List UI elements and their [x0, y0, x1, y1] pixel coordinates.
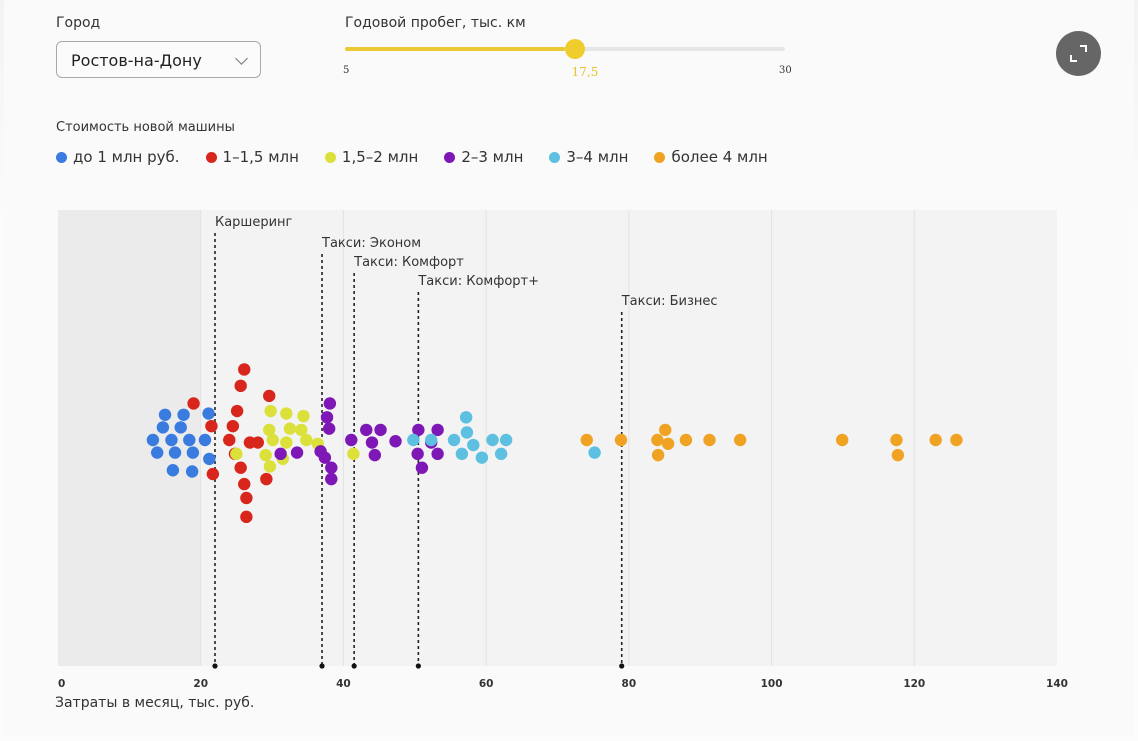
legend-label: до 1 млн руб.: [73, 148, 180, 166]
legend-item-2-3m[interactable]: 2–3 млн: [444, 148, 523, 166]
legend-title: Стоимость новой машины: [56, 120, 235, 135]
chevron-down-icon: [235, 52, 248, 65]
legend-item-1.5-2m[interactable]: 1,5–2 млн: [324, 148, 419, 166]
legend-label: 3–4 млн: [566, 148, 629, 166]
legend-label: 1–1,5 млн: [222, 148, 299, 166]
legend-dot-icon: [205, 151, 217, 163]
legend-item-1-1.5m[interactable]: 1–1,5 млн: [205, 148, 299, 166]
legend-item-under-1m[interactable]: до 1 млн руб.: [56, 148, 180, 166]
fullscreen-button[interactable]: [1056, 31, 1101, 76]
slider-min-label: 5: [343, 65, 350, 76]
legend-dot-icon: [549, 151, 561, 163]
legend-dot-icon: [56, 151, 67, 163]
expand-icon: [1070, 45, 1087, 62]
legend-dot-icon: [654, 151, 666, 163]
legend-label: 1,5–2 млн: [341, 148, 419, 166]
legend-dot-icon: [444, 151, 456, 163]
slider-fill: [345, 47, 565, 51]
legend-dot-icon: [324, 151, 336, 163]
slider-thumb[interactable]: [565, 39, 585, 59]
city-dropdown[interactable]: Ростов-на-Дону: [56, 41, 261, 78]
city-dropdown-value: Ростов-на-Дону: [71, 51, 202, 70]
page-background: [4, 0, 1134, 737]
x-axis-title: Затраты в месяц, тыс. руб.: [55, 695, 255, 711]
legend: до 1 млн руб. 1–1,5 млн 1,5–2 млн 2–3 мл…: [56, 148, 794, 166]
legend-label: 2–3 млн: [461, 148, 524, 166]
legend-item-over-4m[interactable]: более 4 млн: [654, 148, 768, 166]
legend-label: более 4 млн: [671, 148, 768, 166]
city-label: Город: [56, 15, 101, 31]
slider-current-value: 17,5: [571, 65, 599, 79]
slider-max-label: 30: [779, 65, 792, 76]
legend-item-3-4m[interactable]: 3–4 млн: [549, 148, 628, 166]
mileage-slider[interactable]: [345, 39, 785, 59]
mileage-label: Годовой пробег, тыс. км: [345, 15, 526, 31]
